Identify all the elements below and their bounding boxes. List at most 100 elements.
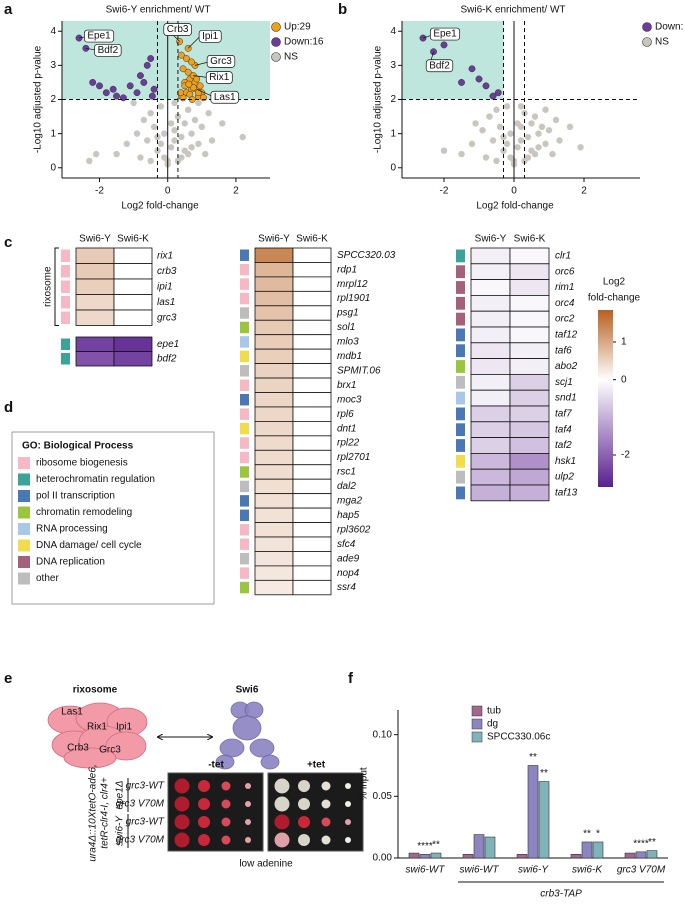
significance-label: **** <box>417 841 433 852</box>
heatmap-cell <box>254 363 294 379</box>
legend-label: Down:16 <box>284 37 324 48</box>
data-point <box>150 123 158 131</box>
row-label: hap5 <box>337 510 360 521</box>
column-label: Swi6-K <box>117 234 149 245</box>
data-point <box>167 144 175 151</box>
condition-label: -tet <box>208 760 224 771</box>
heatmap-cell <box>75 263 115 280</box>
go-category <box>456 375 465 389</box>
heatmap-cell <box>254 348 294 364</box>
annotation-label: Grc3 <box>210 56 232 67</box>
go-category <box>61 311 70 324</box>
bar <box>635 851 647 859</box>
annotation-label: Rix1 <box>209 72 229 83</box>
significance-label: ** <box>583 829 591 840</box>
legend-label: NS <box>284 52 298 63</box>
data-point <box>542 106 549 113</box>
annotation-label: Ipi1 <box>202 31 219 42</box>
yeast-spot <box>274 796 290 812</box>
swi6-shape <box>244 701 264 719</box>
swi6-title: Swi6 <box>236 685 259 696</box>
significance-label: ** <box>432 840 440 851</box>
heatmap-cell <box>254 334 294 350</box>
go-category <box>240 480 249 493</box>
data-point <box>154 133 161 141</box>
data-point <box>524 154 532 161</box>
subunit-label: Rix1 <box>87 722 107 733</box>
heatmap-cell <box>470 373 511 391</box>
x-tick-label: 2 <box>233 186 239 197</box>
heatmap-cell <box>254 290 294 307</box>
yeast-spot <box>345 783 351 789</box>
go-category <box>240 408 249 420</box>
data-point <box>494 89 502 97</box>
row-label: taf4 <box>555 424 572 435</box>
heatmap-cell <box>292 247 332 263</box>
yeast-spot <box>274 778 290 794</box>
row-label: clr1 <box>555 251 571 262</box>
y-tick-label: 0.05 <box>373 791 393 802</box>
data-point <box>92 150 100 158</box>
heatmap-cell <box>509 437 550 454</box>
heatmap-cell <box>509 389 550 407</box>
bar <box>581 841 593 859</box>
row-label: taf6 <box>555 345 572 356</box>
legend-label: dg <box>487 719 498 730</box>
yeast-spot <box>321 799 331 809</box>
row-label: nop4 <box>337 568 360 579</box>
data-point <box>150 85 158 93</box>
row-label: dal2 <box>337 481 356 492</box>
subunit-label: Crb3 <box>67 743 89 754</box>
heatmap-cell <box>292 290 332 307</box>
heatmap-cell <box>292 363 332 379</box>
heatmap-cell <box>509 405 550 423</box>
data-point <box>208 137 216 144</box>
heatmap-cell <box>509 342 550 359</box>
row-label: crb3 <box>157 266 177 277</box>
data-point <box>133 89 141 97</box>
data-point <box>171 137 178 144</box>
go-category <box>61 353 70 365</box>
row-label: ssr4 <box>337 582 356 593</box>
bar <box>419 853 431 859</box>
subunit-label: Las1 <box>61 707 83 718</box>
heatmap-cell <box>254 305 294 321</box>
x-tick-label: -2 <box>440 186 449 197</box>
annotation-label: Las1 <box>214 92 236 103</box>
significance-label: ** <box>529 752 537 763</box>
colorbar-tick-label: -2 <box>621 450 630 461</box>
go-legend-label: chromatin remodeling <box>36 507 132 518</box>
yeast-spot <box>198 816 210 828</box>
go-category <box>456 439 465 452</box>
heatmap-cell <box>509 247 550 265</box>
go-category <box>456 281 465 294</box>
go-category <box>456 470 465 484</box>
heatmap-cell <box>292 420 332 437</box>
yeast-spot <box>198 834 210 846</box>
x-axis-label: Log2 fold-change <box>476 201 554 212</box>
heatmap-cell <box>254 435 294 451</box>
legend-swatch <box>471 705 483 717</box>
go-category <box>240 451 249 464</box>
row-label: sfc4 <box>337 539 356 550</box>
go-category <box>456 391 465 405</box>
panel-label: d <box>4 399 13 416</box>
legend-swatch <box>471 731 483 743</box>
panel-label: c <box>4 234 12 251</box>
annotation-label: Bdf2 <box>429 60 450 71</box>
bar <box>570 853 582 859</box>
go-category <box>240 278 249 290</box>
column-label: Swi6-Y <box>258 234 290 245</box>
data-point <box>185 80 193 88</box>
subunit-label: Grc3 <box>99 745 121 756</box>
heatmap-cell <box>113 336 153 352</box>
go-category <box>240 307 249 319</box>
annotation-leader <box>187 36 201 49</box>
x-tick-label: swi6-WT <box>460 865 500 876</box>
data-point <box>475 75 483 83</box>
data-point <box>482 82 490 90</box>
bar <box>430 852 442 859</box>
heatmap-cell <box>75 336 115 352</box>
go-category <box>240 350 249 363</box>
data-point <box>133 130 141 137</box>
